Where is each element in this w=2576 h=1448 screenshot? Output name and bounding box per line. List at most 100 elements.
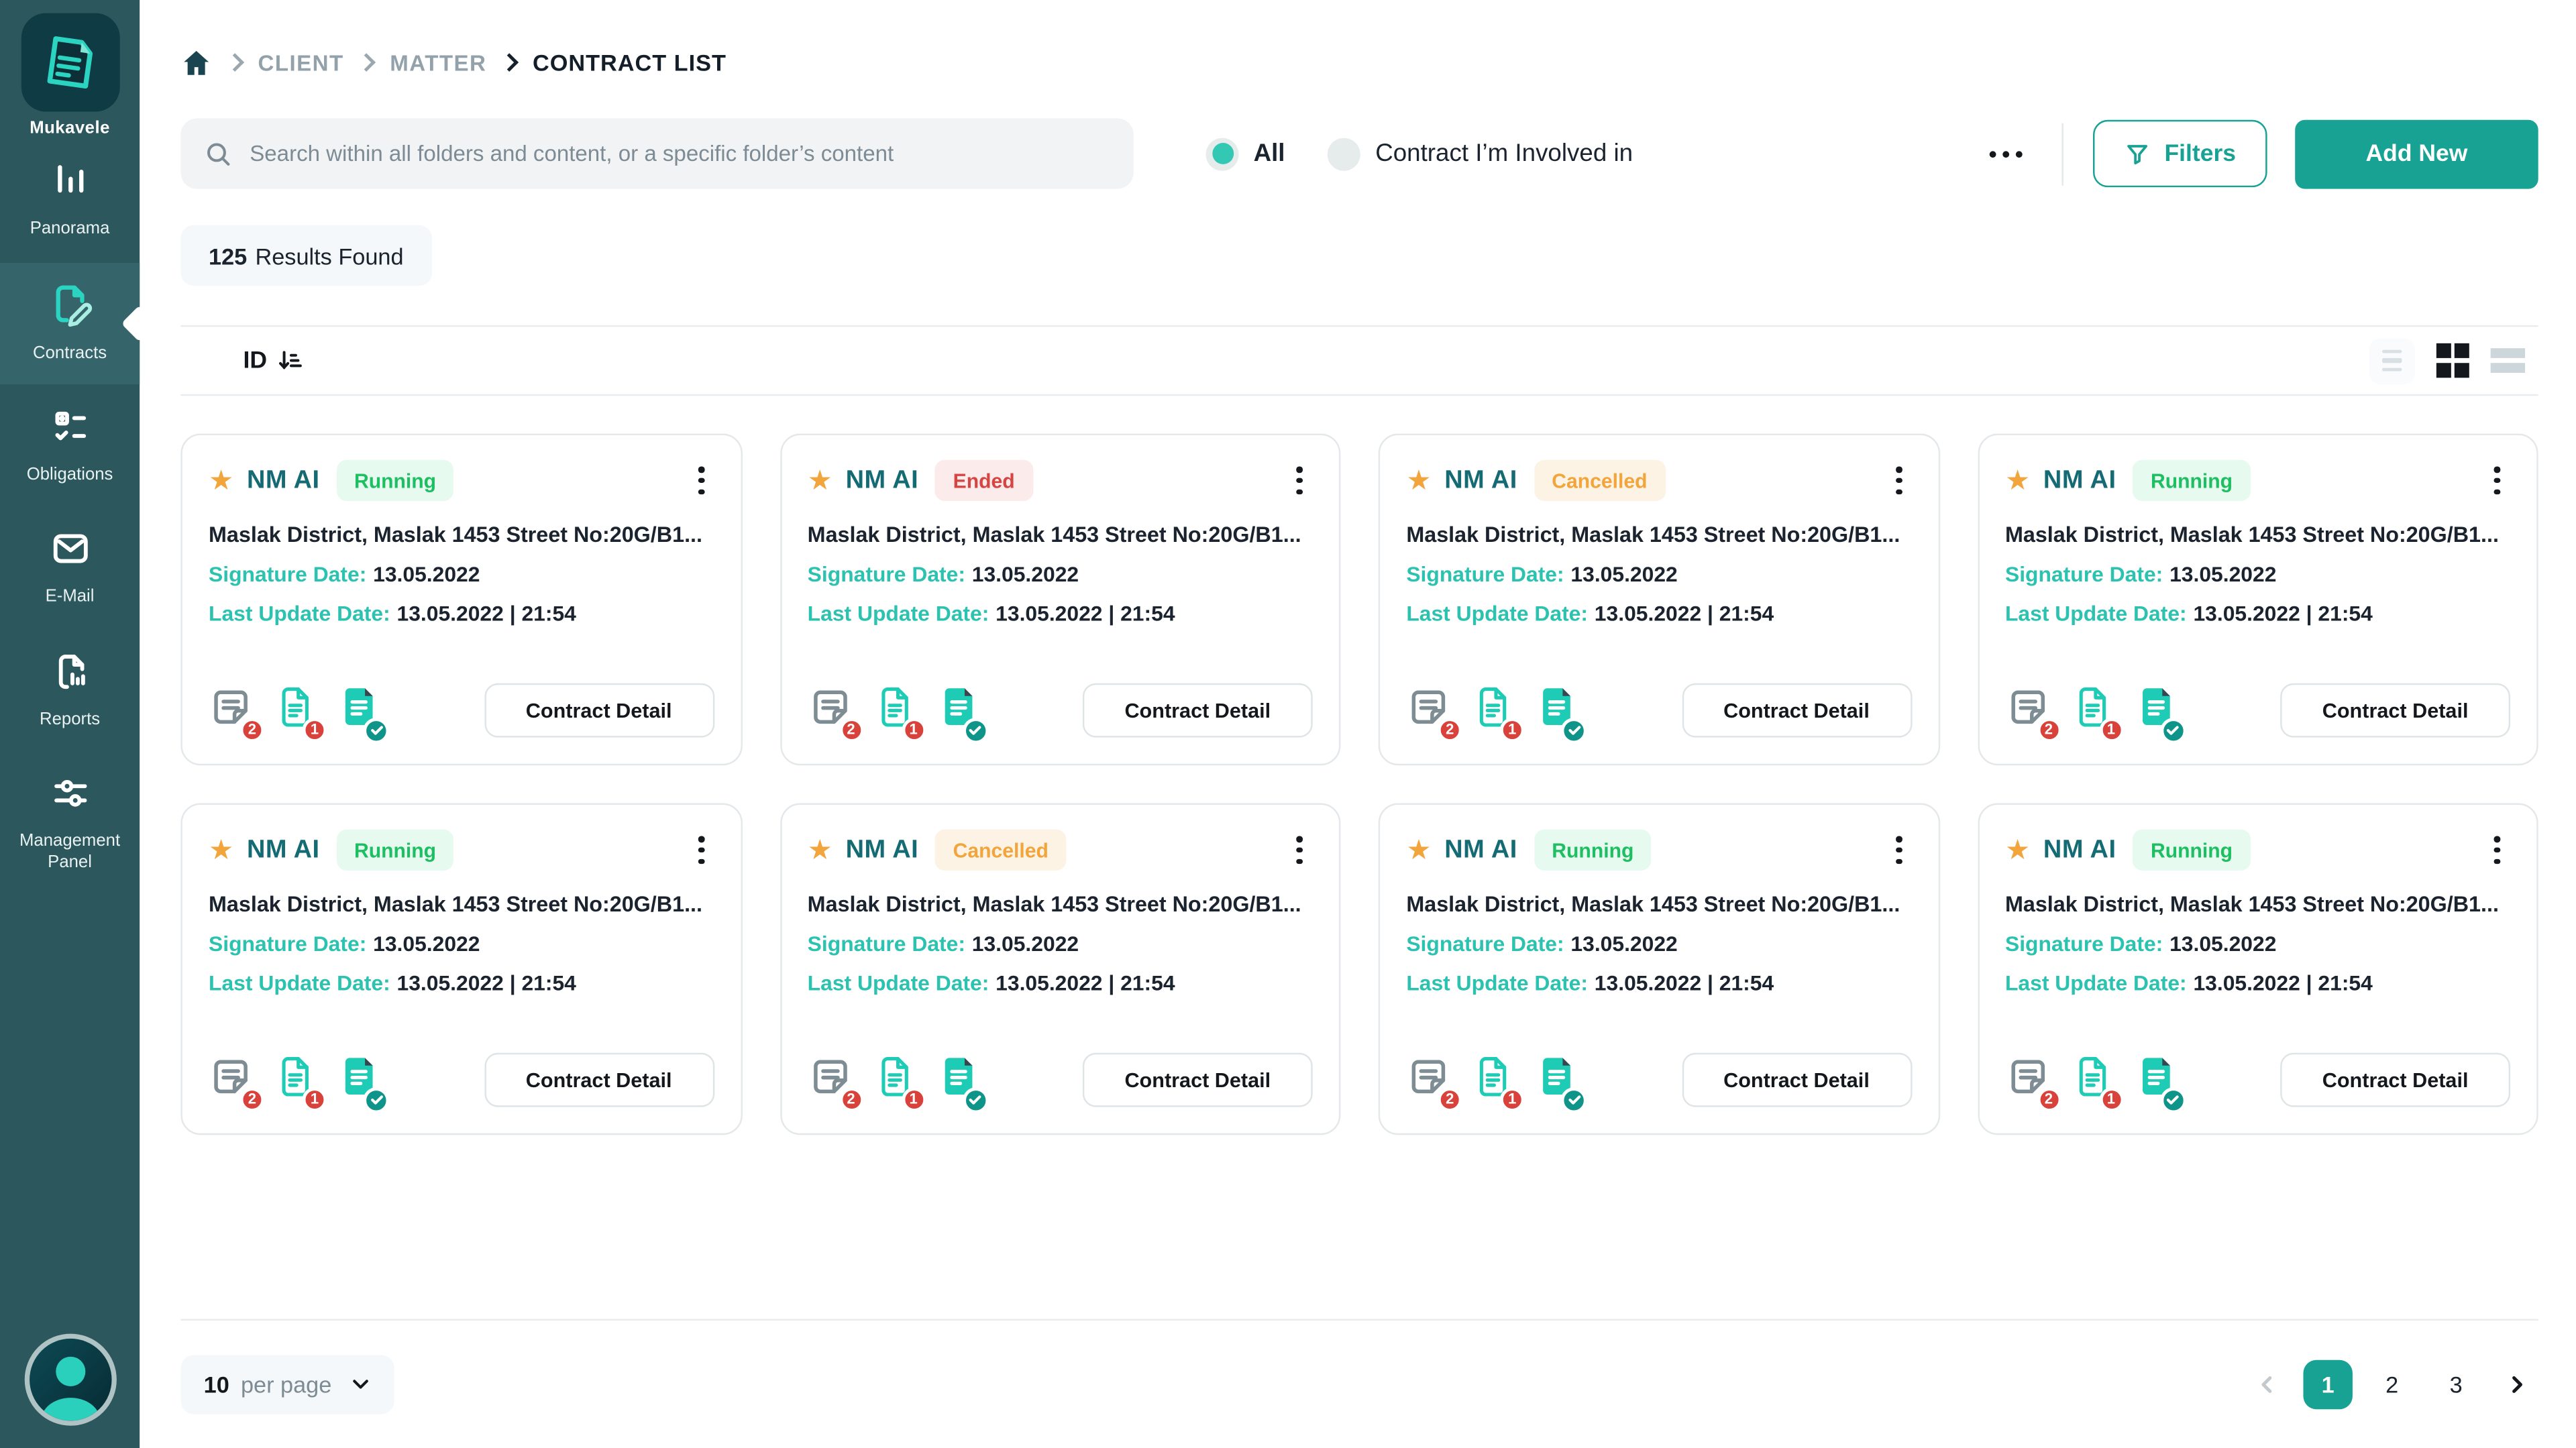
attached-document-icon[interactable]: 1 <box>274 1054 327 1111</box>
approved-document-icon[interactable] <box>2133 1054 2186 1113</box>
favorite-star-icon[interactable]: ★ <box>807 465 833 496</box>
per-page-select[interactable]: 10 per page <box>180 1354 394 1414</box>
card-title: NM AI <box>2043 465 2116 494</box>
notes-icon[interactable]: 2 <box>808 1054 863 1111</box>
kebab-menu-icon[interactable] <box>1886 830 1911 871</box>
notes-icon[interactable]: 2 <box>209 1054 265 1111</box>
last-update-label: Last Update Date: <box>807 601 989 626</box>
contract-detail-button[interactable]: Contract Detail <box>1082 683 1313 738</box>
home-icon[interactable] <box>180 47 212 78</box>
approved-document-icon[interactable] <box>2133 684 2186 744</box>
contract-detail-button[interactable]: Contract Detail <box>2280 683 2511 738</box>
sidebar-item-management-panel[interactable]: Management Panel <box>0 753 140 893</box>
contract-detail-button[interactable]: Contract Detail <box>2280 1052 2511 1107</box>
attached-document-icon[interactable]: 1 <box>1472 1054 1525 1111</box>
attached-document-icon[interactable]: 1 <box>274 684 327 742</box>
approved-document-icon[interactable] <box>337 1054 390 1113</box>
sidebar-item-contracts[interactable]: Contracts <box>0 263 158 385</box>
approved-document-icon[interactable] <box>337 684 390 744</box>
kebab-menu-icon[interactable] <box>1886 460 1911 502</box>
approved-document-icon[interactable] <box>936 684 989 744</box>
last-update-value: 13.05.2022 | 21:54 <box>2193 601 2373 626</box>
filters-button[interactable]: Filters <box>2094 119 2267 188</box>
app-logo[interactable]: Mukavele <box>20 0 119 138</box>
list-view-icon[interactable] <box>2368 337 2414 384</box>
notes-icon[interactable]: 2 <box>2005 1054 2061 1111</box>
page-button-2[interactable]: 2 <box>2367 1359 2416 1408</box>
notes-icon[interactable]: 2 <box>209 684 265 742</box>
favorite-star-icon[interactable]: ★ <box>1406 834 1432 866</box>
approved-check-icon <box>1560 716 1587 744</box>
radio-involved[interactable]: Contract I’m Involved in <box>1328 137 1633 170</box>
toolbar: Filters Add New <box>1977 119 2538 188</box>
approved-document-icon[interactable] <box>936 1054 989 1113</box>
contract-detail-button[interactable]: Contract Detail <box>1082 1052 1313 1107</box>
attached-document-icon[interactable]: 1 <box>2071 1054 2124 1111</box>
user-avatar[interactable] <box>23 1333 116 1425</box>
page-button-3[interactable]: 3 <box>2431 1359 2480 1408</box>
radio-all[interactable]: All <box>1205 137 1285 170</box>
contract-detail-button[interactable]: Contract Detail <box>484 1052 714 1107</box>
search-input[interactable] <box>250 141 1111 166</box>
contract-detail-button[interactable]: Contract Detail <box>484 683 714 738</box>
row-view-icon[interactable] <box>2490 348 2526 373</box>
add-new-button[interactable]: Add New <box>2295 119 2538 188</box>
approved-document-icon[interactable] <box>1534 1054 1587 1113</box>
signature-date-value: 13.05.2022 <box>373 561 480 587</box>
notes-icon[interactable]: 2 <box>1406 1054 1462 1111</box>
kebab-menu-icon[interactable] <box>688 830 714 871</box>
signature-date-line: Signature Date: 13.05.2022 <box>2005 562 2510 587</box>
more-options-icon[interactable] <box>1977 137 2036 170</box>
breadcrumb-separator-icon <box>225 52 245 71</box>
notes-count-badge: 2 <box>2036 1087 2061 1111</box>
card-address: Maslak District, Maslak 1453 Street No:2… <box>2004 892 2499 917</box>
approved-document-icon[interactable] <box>1534 684 1587 744</box>
favorite-star-icon[interactable]: ★ <box>807 834 833 866</box>
kebab-menu-icon[interactable] <box>1287 460 1313 502</box>
notes-icon[interactable]: 2 <box>1406 684 1462 742</box>
kebab-menu-icon[interactable] <box>1287 830 1313 871</box>
radio-involved-label: Contract I’m Involved in <box>1375 140 1633 168</box>
grid-view-icon[interactable] <box>2435 343 2469 378</box>
attached-document-icon[interactable]: 1 <box>873 1054 926 1111</box>
notes-count-badge: 2 <box>1437 1087 1462 1111</box>
contract-detail-button[interactable]: Contract Detail <box>1681 1052 1912 1107</box>
sidebar-item-obligations[interactable]: Obligations <box>0 388 140 507</box>
last-update-label: Last Update Date: <box>2004 970 2187 996</box>
approved-check-icon <box>363 1087 390 1113</box>
card-address: Maslak District, Maslak 1453 Street No:2… <box>807 892 1301 917</box>
kebab-menu-icon[interactable] <box>688 460 714 502</box>
kebab-menu-icon[interactable] <box>2485 830 2510 871</box>
kebab-menu-icon[interactable] <box>2485 460 2510 502</box>
report-document-icon <box>48 650 91 701</box>
card-footer: 2 1 <box>2005 683 2511 744</box>
notes-icon[interactable]: 2 <box>2005 684 2061 742</box>
favorite-star-icon[interactable]: ★ <box>2004 834 2031 866</box>
page-button-1[interactable]: 1 <box>2303 1359 2353 1409</box>
favorite-star-icon[interactable]: ★ <box>209 465 234 496</box>
contract-detail-button[interactable]: Contract Detail <box>1681 683 1912 738</box>
sidebar-item-email[interactable]: E-Mail <box>0 510 140 628</box>
card-footer: 2 1 <box>209 1052 714 1113</box>
next-page-icon[interactable] <box>2496 1359 2538 1408</box>
signature-date-label: Signature Date: <box>1406 931 1564 956</box>
breadcrumb-client[interactable]: CLIENT <box>258 50 344 75</box>
sidebar-item-reports[interactable]: Reports <box>0 632 140 750</box>
attached-document-icon[interactable]: 1 <box>2071 684 2124 742</box>
sidebar-item-panorama[interactable]: Panorama <box>0 142 140 260</box>
last-update-line: Last Update Date: 13.05.2022 | 21:54 <box>209 971 714 996</box>
favorite-star-icon[interactable]: ★ <box>209 834 234 866</box>
sort-by-id-button[interactable]: ID <box>243 347 303 375</box>
attached-document-icon[interactable]: 1 <box>1472 684 1525 742</box>
favorite-star-icon[interactable]: ★ <box>2004 465 2031 496</box>
breadcrumb-matter[interactable]: MATTER <box>390 50 487 75</box>
favorite-star-icon[interactable]: ★ <box>1406 465 1432 496</box>
last-update-line: Last Update Date: 13.05.2022 | 21:54 <box>808 971 1313 996</box>
signature-date-label: Signature Date: <box>2004 561 2163 587</box>
approved-check-icon <box>1560 1087 1587 1113</box>
breadcrumb-current: CONTRACT LIST <box>532 49 727 76</box>
previous-page-icon[interactable] <box>2246 1359 2289 1408</box>
attached-document-icon[interactable]: 1 <box>873 684 926 742</box>
cards-grid: ★ NM AI Running Maslak District, Maslak … <box>180 433 2538 1135</box>
notes-icon[interactable]: 2 <box>808 684 863 742</box>
